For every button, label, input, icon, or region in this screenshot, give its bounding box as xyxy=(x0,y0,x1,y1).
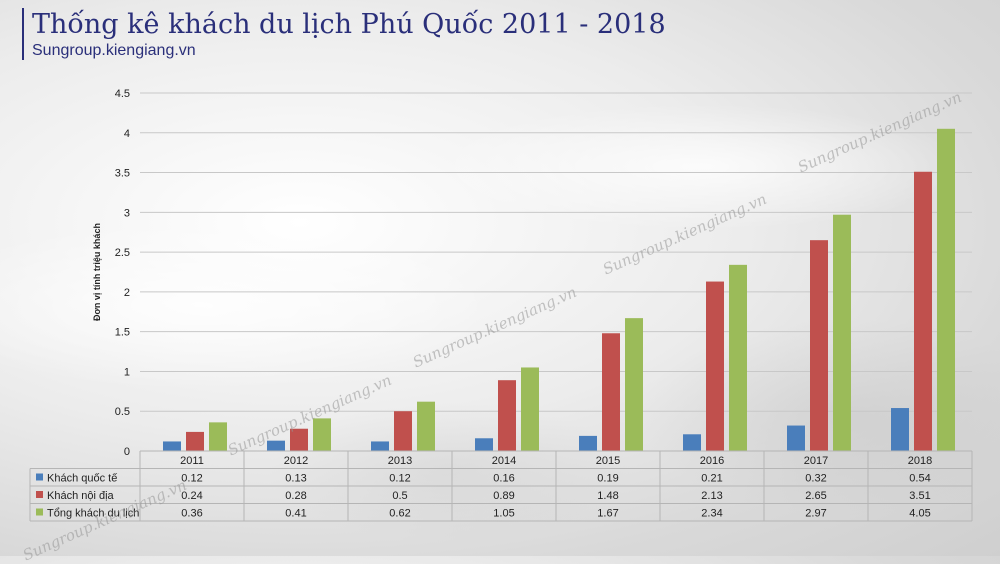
data-label: 0.12 xyxy=(389,473,410,485)
bar xyxy=(521,367,539,451)
x-tick-label: 2011 xyxy=(180,455,204,467)
y-tick-label: 1 xyxy=(124,366,130,378)
bar xyxy=(891,408,909,451)
data-label: 4.05 xyxy=(909,508,930,520)
data-label: 0.21 xyxy=(701,473,722,485)
data-label: 0.89 xyxy=(493,490,514,502)
bar xyxy=(394,411,412,451)
legend-label: Khách quốc tế xyxy=(47,473,117,485)
bar xyxy=(602,333,620,451)
bar xyxy=(313,418,331,451)
x-tick-label: 2015 xyxy=(596,455,620,467)
data-label: 2.13 xyxy=(701,490,722,502)
data-label: 0.41 xyxy=(285,508,306,520)
y-tick-label: 4 xyxy=(124,128,130,140)
bar xyxy=(267,440,285,451)
bar xyxy=(810,240,828,451)
bar xyxy=(209,422,227,451)
data-label: 0.16 xyxy=(493,473,514,485)
bar xyxy=(625,318,643,451)
data-label: 0.19 xyxy=(597,473,618,485)
bar xyxy=(937,128,955,452)
legend-label: Khách nội địa xyxy=(47,490,115,502)
data-label: 1.67 xyxy=(597,508,618,520)
bar xyxy=(787,425,805,451)
data-label: 2.65 xyxy=(805,490,826,502)
bar xyxy=(475,438,493,451)
legend-swatch xyxy=(36,508,43,516)
bar xyxy=(683,434,701,451)
bar xyxy=(729,264,747,451)
data-label: 0.36 xyxy=(181,508,202,520)
bar xyxy=(914,171,932,451)
bar xyxy=(833,214,851,451)
legend-label: Tổng khách du lịch xyxy=(47,508,139,520)
bar xyxy=(290,428,308,451)
x-tick-label: 2017 xyxy=(804,455,828,467)
data-label: 0.32 xyxy=(805,473,826,485)
y-tick-label: 3.5 xyxy=(115,168,130,180)
x-tick-label: 2012 xyxy=(284,455,308,467)
data-label: 1.48 xyxy=(597,490,618,502)
y-tick-label: 0.5 xyxy=(115,406,130,418)
y-tick-label: 2.5 xyxy=(115,247,130,259)
y-tick-label: 2 xyxy=(124,287,130,299)
bar xyxy=(498,380,516,451)
y-axis-label: Đơn vị tính triệu khách xyxy=(92,223,102,321)
bar xyxy=(706,281,724,451)
y-tick-label: 1.5 xyxy=(115,327,130,339)
data-label: 0.12 xyxy=(181,473,202,485)
x-tick-label: 2016 xyxy=(700,455,724,467)
data-label: 2.97 xyxy=(805,508,826,520)
bar xyxy=(579,435,597,451)
y-tick-label: 3 xyxy=(124,207,130,219)
bar xyxy=(163,441,181,451)
bar xyxy=(186,431,204,451)
data-label: 0.5 xyxy=(392,490,407,502)
y-tick-label: 4.5 xyxy=(115,88,130,100)
legend-swatch xyxy=(36,491,43,498)
y-tick-label: 0 xyxy=(124,446,130,458)
data-label: 0.24 xyxy=(181,490,202,502)
data-label: 1.05 xyxy=(493,508,514,520)
data-label: 0.13 xyxy=(285,473,306,485)
header: Thống kê khách du lịch Phú Quốc 2011 - 2… xyxy=(22,8,666,60)
page-title: Thống kê khách du lịch Phú Quốc 2011 - 2… xyxy=(32,9,666,40)
x-tick-label: 2013 xyxy=(388,455,412,467)
bar xyxy=(371,441,389,451)
legend-swatch xyxy=(36,473,43,481)
x-tick-label: 2014 xyxy=(492,455,516,467)
bar xyxy=(417,401,435,451)
data-label: 0.54 xyxy=(909,473,930,485)
data-label: 0.28 xyxy=(285,490,306,502)
data-label: 0.62 xyxy=(389,508,410,520)
data-label: 2.34 xyxy=(701,508,722,520)
source-text: Sungroup.kiengiang.vn xyxy=(32,42,196,59)
x-tick-label: 2018 xyxy=(908,455,932,467)
data-label: 3.51 xyxy=(909,490,930,502)
